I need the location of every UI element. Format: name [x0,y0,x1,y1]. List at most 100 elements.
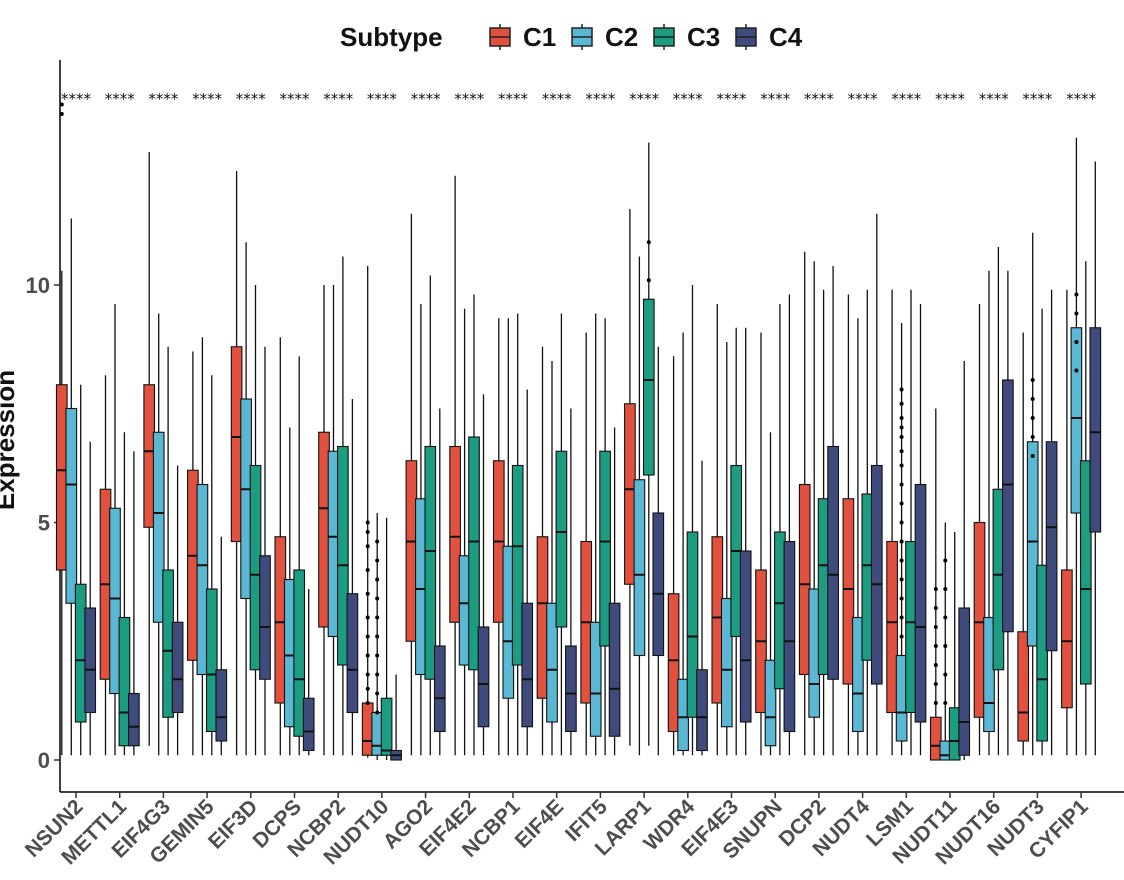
box-c1 [798,251,811,756]
outlier-point [943,644,948,648]
legend-label-c2: C2 [605,22,638,52]
box-iqr [764,659,777,747]
box-c4 [521,389,534,756]
box-c4 [171,465,184,756]
box-c4 [696,460,708,756]
box-c4 [914,304,927,756]
box-iqr [842,498,855,685]
box-iqr [599,450,611,647]
box-iqr [128,692,140,747]
box-iqr [205,588,218,733]
box-iqr [827,445,839,680]
legend-item-c4: C4 [735,22,803,52]
box-iqr [259,555,271,680]
box-iqr [667,593,680,733]
y-tick-label: 10 [26,273,50,298]
box-iqr [1045,441,1058,652]
box-c1 [361,266,374,758]
box-c3 [249,285,262,756]
box-c3 [861,289,874,756]
significance-label: **** [61,90,92,108]
legend-item-c3: C3 [653,22,720,52]
outlier-point [1030,454,1035,458]
box-iqr [642,298,655,476]
box-c1 [1061,289,1073,756]
outlier-point [1074,340,1079,344]
box-c3 [380,517,393,760]
outlier-point [943,672,948,677]
outlier-point [365,653,370,658]
box-iqr [929,716,942,761]
box-c1 [187,351,199,756]
outlier-point [365,672,370,677]
box-iqr [118,616,131,747]
box-c3 [599,318,611,756]
outlier-point [899,501,904,506]
significance-label: **** [717,90,748,108]
significance-label: **** [105,90,136,108]
outlier-point [1074,311,1079,316]
significance-label: **** [935,90,966,108]
box-iqr [109,507,121,695]
box-c1 [886,289,898,756]
outlier-point [899,539,904,544]
outlier-point [365,615,370,620]
outlier-point [933,644,938,648]
box-iqr [196,483,209,676]
box-c1 [929,408,942,761]
outlier-point [375,634,380,639]
box-c1 [667,356,680,756]
box-c3 [205,375,218,756]
outlier-point [375,653,380,658]
box-c4 [783,294,796,756]
box-c1 [449,175,461,756]
outlier-point [899,558,904,563]
box-iqr [1079,460,1092,685]
box-iqr [337,445,349,666]
box-iqr [1036,564,1048,742]
box-iqr [686,531,699,718]
significance-label: **** [280,90,311,108]
box-c4 [433,408,446,756]
box-iqr [983,616,995,733]
outlier-point [375,539,380,544]
outlier-point [375,710,380,715]
box-iqr [1089,327,1102,533]
box-c3 [774,304,786,756]
significance-label: **** [848,90,879,108]
box-c1 [755,332,767,756]
x-tick-label: EIF3D [204,795,262,853]
box-c3 [1036,308,1048,756]
outlier-point [375,596,380,601]
box-iqr [1070,327,1083,514]
significance-label: **** [148,90,179,108]
box-c3 [555,313,568,756]
box-iqr [302,697,315,752]
significance-label: **** [629,90,660,108]
significance-label: **** [585,90,616,108]
box-iqr [783,540,796,733]
outlier-point [943,615,948,620]
box-c4 [84,441,97,756]
outlier-point [365,568,370,572]
outlier-point [933,663,938,667]
outlier-point [365,701,370,705]
box-iqr [886,540,898,714]
box-iqr [608,602,621,737]
box-c2 [1026,232,1039,756]
outlier-point [943,701,948,705]
box-c1 [55,102,68,756]
box-c4 [958,361,971,760]
box-iqr [424,445,437,680]
box-iqr [696,669,708,752]
box-iqr [589,621,602,737]
significance-label: **** [323,90,354,108]
y-axis-title: Expression [0,370,20,510]
legend-label-c1: C1 [523,22,556,52]
box-c2 [65,218,78,756]
significance-label: **** [367,90,398,108]
box-c1 [230,171,243,756]
outlier-point [899,416,904,420]
outlier-point [933,606,938,610]
box-iqr [477,626,490,728]
